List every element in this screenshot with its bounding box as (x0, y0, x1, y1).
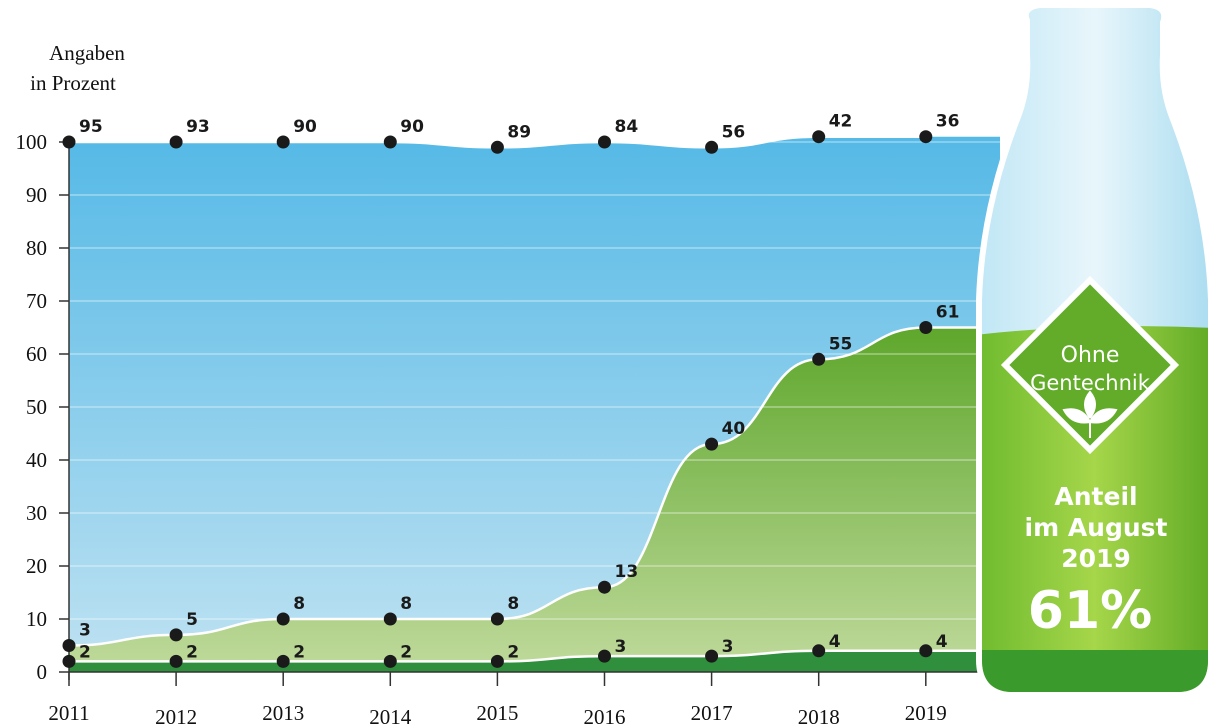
data-label: 2 (400, 642, 412, 662)
data-label: 93 (186, 117, 210, 137)
badge-text: Gentechnik (1030, 371, 1151, 395)
data-point (812, 352, 826, 366)
y-tick-label: 80 (26, 236, 47, 260)
y-tick-label: 40 (26, 448, 47, 472)
y-tick-label: 50 (26, 395, 47, 419)
data-label: 55 (829, 334, 853, 354)
data-point (276, 654, 290, 668)
data-point (169, 654, 183, 668)
data-label: 8 (293, 594, 305, 614)
data-point (169, 628, 183, 642)
y-tick-label: 0 (37, 660, 48, 684)
data-label: 3 (79, 621, 91, 641)
y-tick-label: 90 (26, 183, 47, 207)
data-label: 2 (293, 642, 305, 662)
data-point (598, 135, 611, 149)
bottle (976, 2, 1214, 698)
data-label: 13 (615, 562, 639, 582)
y-tick-label: 60 (26, 342, 47, 366)
y-tick-label: 30 (26, 501, 47, 525)
y-tick-label: 10 (26, 607, 47, 631)
data-label: 40 (722, 419, 746, 439)
x-tick-label: 2014 (369, 705, 412, 727)
data-label: 90 (293, 117, 317, 137)
x-tick-label: 2013 (262, 701, 304, 725)
data-point (383, 612, 397, 626)
y-axis-label: Angaben (49, 41, 125, 65)
area (69, 650, 1000, 672)
data-label: 61 (936, 303, 960, 323)
data-point (490, 654, 504, 668)
caption: im August (1025, 513, 1168, 542)
data-label: 2 (507, 642, 519, 662)
data-label: 95 (79, 117, 103, 137)
y-tick-label: 20 (26, 554, 47, 578)
x-tick-label: 2019 (905, 701, 947, 725)
data-point (919, 130, 933, 144)
x-tick-label: 2011 (48, 701, 89, 725)
plot-area: 0 10 20 30 40 50 60 70 80 90 100 2011 2012 2013 2014 20… (16, 112, 1000, 727)
data-label: 36 (936, 112, 960, 132)
data-label: 4 (829, 632, 841, 652)
data-point (919, 321, 933, 334)
data-point (383, 654, 397, 668)
data-point (812, 644, 826, 658)
data-point (383, 135, 397, 149)
data-point (276, 135, 290, 149)
data-label: 8 (400, 594, 412, 614)
x-tick-label: 2016 (584, 705, 626, 727)
data-label: 8 (507, 594, 519, 614)
data-label: 42 (829, 112, 853, 132)
data-point (705, 140, 719, 154)
y-tick-label: 70 (26, 289, 47, 313)
data-label: 2 (79, 642, 91, 662)
x-tick-label: 2018 (798, 705, 840, 727)
area (69, 327, 1000, 672)
y-axis-label: in Prozent (30, 71, 116, 95)
data-point (705, 649, 719, 663)
data-point (812, 130, 826, 144)
x-tick-label: 2017 (691, 701, 733, 725)
data-label: 89 (507, 122, 531, 142)
data-point (490, 140, 504, 154)
data-point (62, 654, 76, 668)
data-point (598, 580, 611, 594)
data-point (490, 612, 504, 626)
data-point (62, 639, 76, 652)
data-point (276, 612, 290, 626)
x-tick-label: 2015 (476, 701, 518, 725)
data-label: 2 (186, 642, 198, 662)
series-line (68, 326, 1000, 647)
data-label: 56 (722, 122, 746, 142)
data-label: 84 (615, 117, 639, 137)
badge-text: Ohne (1061, 343, 1120, 368)
share: 61% (1028, 581, 1152, 641)
x-tick-label: 2012 (155, 705, 197, 727)
data-label: 5 (186, 610, 198, 630)
caption: 2019 (1061, 544, 1131, 573)
y-tick-label: 100 (16, 130, 48, 154)
caption: Anteil (1054, 482, 1137, 511)
data-label: 3 (615, 637, 627, 657)
data-label: 90 (400, 117, 424, 137)
data-point (62, 135, 76, 149)
data-point (169, 135, 183, 149)
data-point (705, 437, 719, 451)
data-point (598, 649, 611, 663)
data-label: 4 (936, 632, 948, 652)
data-label: 3 (722, 637, 734, 657)
data-point (919, 644, 933, 658)
